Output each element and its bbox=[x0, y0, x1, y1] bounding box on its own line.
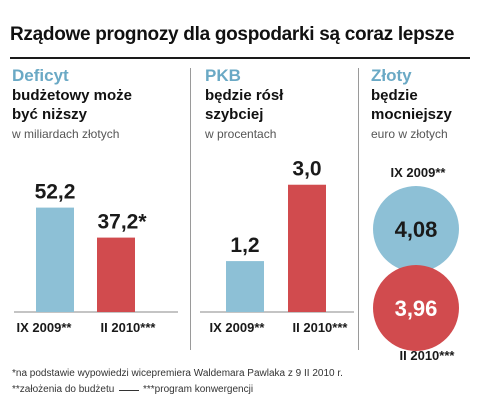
title-rule bbox=[10, 57, 470, 59]
deficit-subtitle: budżetowy może być niższy bbox=[12, 87, 133, 123]
category-label: II 2010*** bbox=[293, 320, 349, 335]
zloty-unit: euro w złotych bbox=[371, 127, 448, 141]
data-label: 37,2* bbox=[97, 211, 147, 234]
bar bbox=[226, 261, 264, 312]
category-label: II 2010*** bbox=[101, 320, 157, 335]
category-label: IX 2009** bbox=[391, 165, 447, 180]
gdp-panel-header: PKB będzie rósł szybciej w procentach bbox=[205, 66, 355, 142]
data-label: 3,0 bbox=[292, 158, 321, 181]
bar bbox=[36, 207, 74, 312]
data-label: 52,2 bbox=[35, 181, 76, 204]
category-label: IX 2009** bbox=[17, 320, 73, 335]
footnote-1: *na podstawie wypowiedzi wicepremiera Wa… bbox=[12, 368, 343, 379]
gdp-unit: w procentach bbox=[205, 127, 277, 141]
data-label: 3,96 bbox=[395, 296, 438, 321]
zloty-subtitle: będzie mocniejszy bbox=[371, 87, 452, 123]
deficit-title: Deficyt bbox=[12, 66, 69, 85]
gdp-title: PKB bbox=[205, 66, 241, 85]
deficit-panel-header: Deficyt budżetowy może być niższy w mili… bbox=[12, 66, 184, 142]
category-label: II 2010*** bbox=[400, 348, 456, 363]
zloty-panel-header: Złoty będzie mocniejszy euro w złotych bbox=[371, 66, 475, 142]
page-title: Rządowe prognozy dla gospodarki są coraz… bbox=[10, 24, 455, 45]
bubble bbox=[373, 265, 459, 351]
bubble bbox=[373, 186, 459, 272]
footnote-separator bbox=[119, 390, 139, 391]
zloty-title: Złoty bbox=[371, 66, 412, 85]
panel-divider bbox=[190, 68, 191, 350]
data-label: 1,2 bbox=[230, 234, 259, 257]
deficit-unit: w miliardach złotych bbox=[12, 127, 120, 141]
data-label: 4,08 bbox=[395, 217, 438, 242]
footnote-2: **założenia do budżetu bbox=[12, 384, 115, 395]
gdp-subtitle: będzie rósł szybciej bbox=[205, 87, 284, 123]
panel-divider bbox=[358, 68, 359, 350]
footnote-3: ***program konwergencji bbox=[143, 384, 254, 395]
category-label: IX 2009** bbox=[210, 320, 266, 335]
bar bbox=[97, 237, 135, 312]
bar bbox=[288, 184, 326, 312]
